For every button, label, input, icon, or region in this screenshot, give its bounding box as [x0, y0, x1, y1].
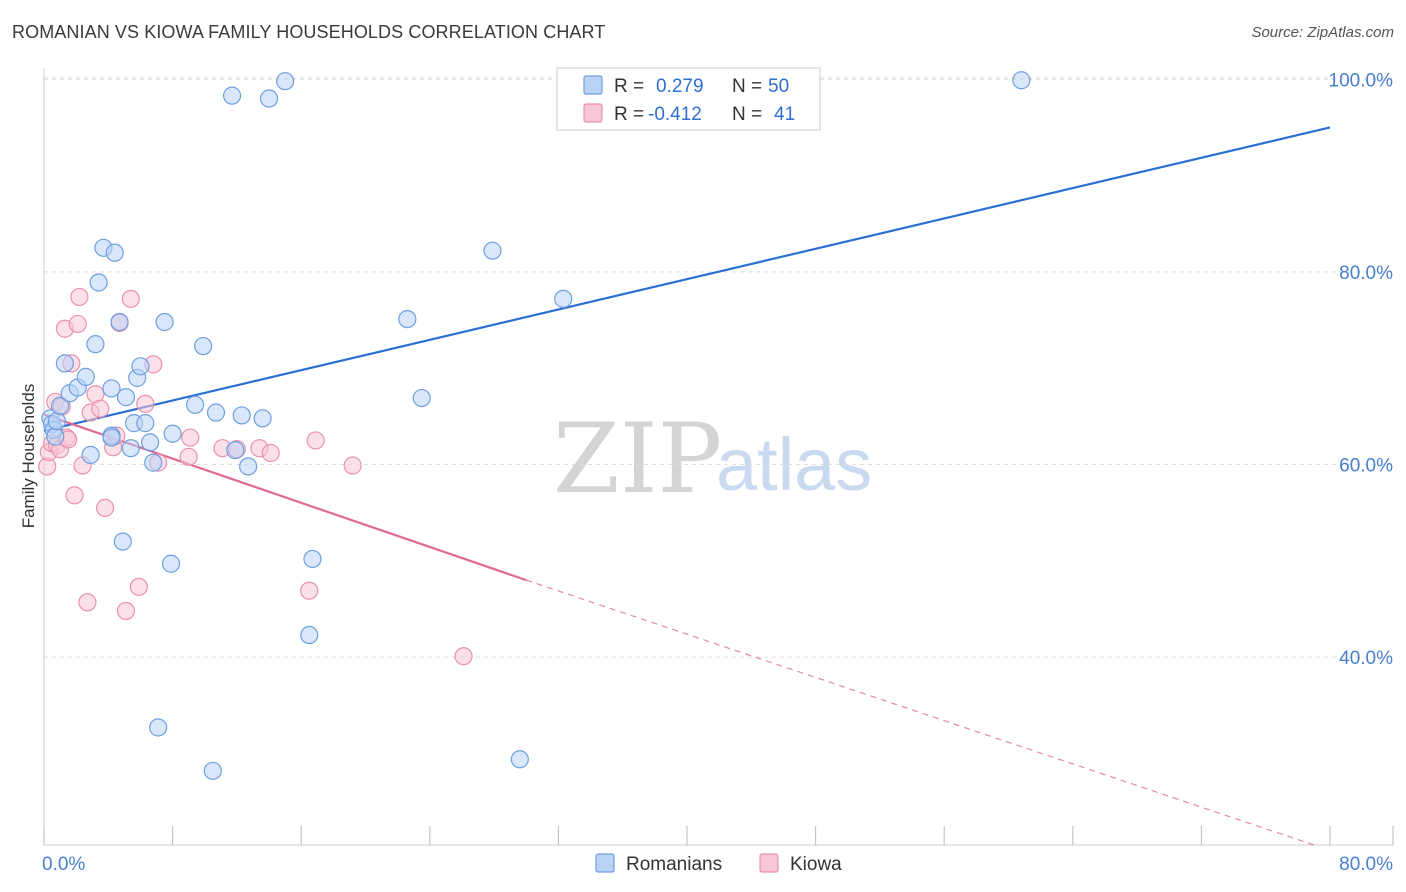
- romanians-point: [113, 532, 132, 551]
- romanians-point: [300, 625, 319, 645]
- y-axis-label: Family Households: [19, 384, 38, 529]
- legend-n-label-1: N =: [732, 76, 762, 97]
- romanians-point: [510, 750, 529, 769]
- legend-r-label-1: R =: [614, 76, 644, 97]
- romanians-point: [1012, 71, 1031, 90]
- romanians-point: [89, 273, 108, 292]
- kiowa-point: [261, 443, 280, 463]
- romanians-point: [222, 86, 242, 105]
- legend-swatch-romanians: [583, 75, 603, 95]
- romanians-point: [140, 433, 160, 452]
- romanians-point: [155, 312, 174, 332]
- romanians-point: [232, 406, 251, 425]
- romanians-point: [194, 336, 213, 356]
- bottom-legend-kiowa: Kiowa: [790, 854, 842, 875]
- romanians-point: [131, 357, 150, 376]
- kiowa-point: [65, 486, 84, 505]
- romanians-trend-line: [43, 126, 1331, 432]
- legend-r-value-1: 0.279: [656, 76, 704, 97]
- x-tick-label: 0.0%: [42, 854, 85, 875]
- romanians-point: [398, 309, 417, 329]
- romanians-points: [41, 71, 1031, 780]
- kiowa-point: [70, 287, 89, 307]
- y-tick-label: 100.0%: [1329, 70, 1394, 91]
- romanians-point: [206, 403, 226, 422]
- chart-title: ROMANIAN VS KIOWA FAMILY HOUSEHOLDS CORR…: [12, 22, 606, 42]
- x-minor-ticks: [43, 826, 1394, 845]
- romanians-point: [81, 445, 100, 465]
- bottom-legend-swatch-romanians: [595, 853, 615, 873]
- y-tick-labels: 40.0% 60.0% 80.0% 100.0%: [1329, 70, 1394, 669]
- romanians-point: [110, 312, 129, 332]
- romanians-point: [161, 554, 181, 573]
- legend-r-value-2: -0.412: [648, 104, 702, 125]
- y-tick-label: 60.0%: [1339, 456, 1393, 477]
- x-tick-labels: 0.0% 80.0%: [42, 854, 1393, 875]
- kiowa-point: [95, 498, 115, 517]
- bottom-legend-swatch-kiowa: [759, 853, 779, 873]
- watermark-atlas: atlas: [716, 423, 872, 506]
- kiowa-point: [78, 593, 97, 612]
- romanians-point: [136, 414, 155, 433]
- romanians-point: [483, 241, 502, 260]
- romanians-point: [253, 409, 272, 428]
- source-label: Source: ZipAtlas.com: [1251, 24, 1394, 41]
- romanians-point: [50, 396, 70, 415]
- romanians-point: [102, 428, 121, 447]
- kiowa-point: [343, 456, 362, 475]
- romanians-point: [239, 457, 258, 476]
- kiowa-point: [68, 314, 87, 334]
- romanians-point: [121, 439, 140, 458]
- kiowa-trend-extension: [526, 579, 1315, 846]
- gridlines: [44, 77, 1393, 658]
- x-tick-label: 80.0%: [1339, 854, 1393, 875]
- romanians-point: [46, 427, 65, 446]
- romanians-point: [303, 549, 322, 569]
- watermark-zip: ZIP: [553, 403, 722, 515]
- kiowa-point: [136, 394, 155, 413]
- romanians-point: [203, 761, 222, 780]
- romanians-point: [105, 243, 124, 262]
- y-tick-label: 40.0%: [1339, 648, 1393, 669]
- y-tick-label: 80.0%: [1339, 263, 1393, 284]
- romanians-point: [47, 412, 66, 431]
- kiowa-point: [116, 601, 136, 621]
- legend-n-value-2: 41: [774, 104, 795, 125]
- romanians-point: [149, 718, 168, 737]
- romanians-point: [163, 424, 182, 443]
- romanians-point: [102, 379, 121, 398]
- romanians-point: [76, 367, 95, 386]
- romanians-point: [55, 354, 74, 373]
- kiowa-point: [179, 447, 198, 466]
- romanians-point: [186, 395, 205, 414]
- romanians-point: [86, 335, 105, 354]
- legend-r-label-2: R =: [614, 104, 644, 125]
- romanians-point: [226, 440, 245, 460]
- series-legend: Romanians Kiowa: [595, 853, 842, 875]
- kiowa-point: [454, 647, 473, 666]
- kiowa-point: [129, 577, 148, 596]
- kiowa-point: [300, 581, 319, 600]
- romanians-point: [412, 388, 431, 408]
- bottom-legend-romanians: Romanians: [626, 854, 722, 875]
- kiowa-point: [121, 289, 140, 308]
- kiowa-point: [91, 399, 110, 418]
- legend-n-label-2: N =: [732, 104, 762, 125]
- kiowa-point: [181, 428, 200, 447]
- romanians-point: [144, 453, 163, 472]
- legend-swatch-kiowa: [583, 103, 603, 123]
- romanians-point: [276, 72, 295, 91]
- romanians-point: [116, 388, 136, 407]
- legend-n-value-1: 50: [768, 76, 789, 97]
- romanians-point: [554, 289, 573, 308]
- romanians-point: [259, 89, 279, 108]
- stats-legend: R = 0.279 N = 50 R = -0.412 N = 41: [556, 67, 821, 131]
- kiowa-point: [306, 431, 325, 450]
